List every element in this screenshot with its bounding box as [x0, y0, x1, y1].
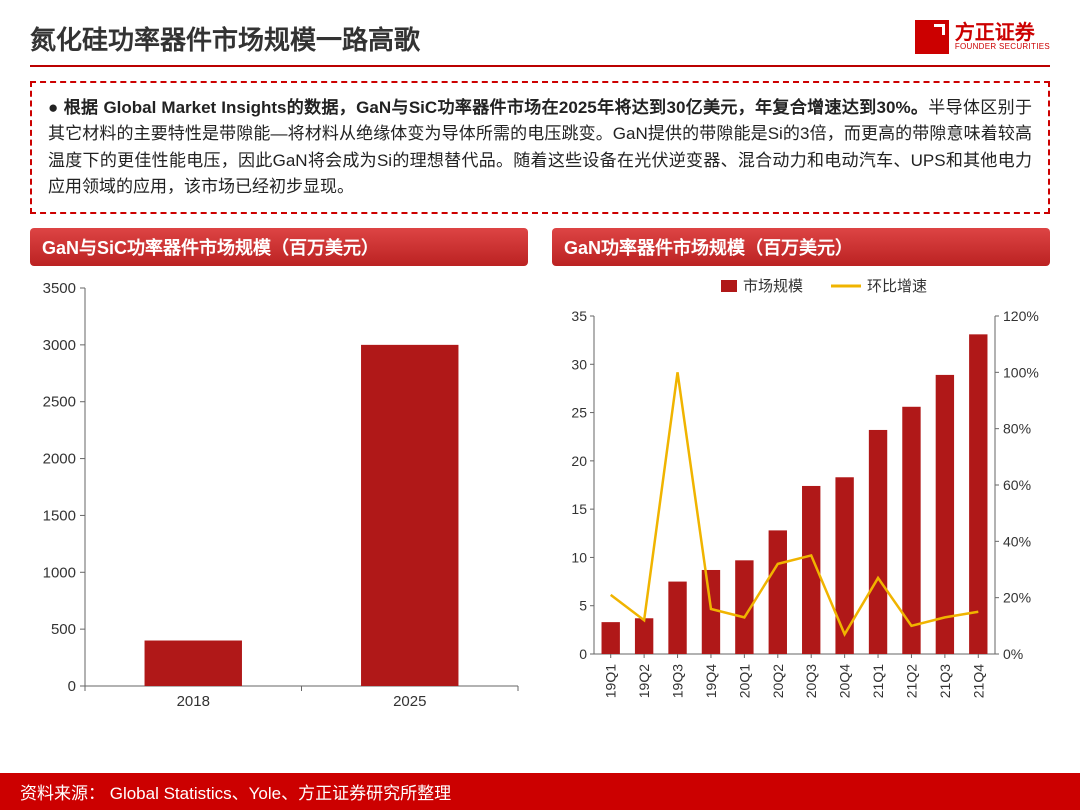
svg-text:1000: 1000: [43, 565, 76, 582]
summary-callout: 根据 Global Market Insights的数据，GaN与SiC功率器件…: [30, 81, 1050, 214]
svg-text:市场规模: 市场规模: [743, 278, 803, 295]
svg-text:19Q3: 19Q3: [670, 664, 686, 698]
svg-text:0%: 0%: [1003, 646, 1023, 662]
svg-text:2500: 2500: [43, 394, 76, 411]
svg-text:20Q4: 20Q4: [837, 664, 853, 698]
svg-text:19Q4: 19Q4: [703, 664, 719, 698]
svg-text:120%: 120%: [1003, 308, 1039, 324]
svg-text:2018: 2018: [177, 693, 210, 710]
svg-text:2025: 2025: [393, 693, 426, 710]
svg-text:21Q3: 21Q3: [937, 664, 953, 698]
svg-text:35: 35: [571, 308, 587, 324]
chart-left: 0 500 1000 1500 2000 2500 3000 3500 2018 2025: [30, 276, 528, 716]
svg-text:20Q1: 20Q1: [736, 664, 752, 698]
svg-text:2000: 2000: [43, 451, 76, 468]
svg-text:3000: 3000: [43, 337, 76, 354]
svg-text:20Q3: 20Q3: [803, 664, 819, 698]
svg-text:40%: 40%: [1003, 534, 1031, 550]
source-footer: 资料来源： Global Statistics、Yole、方正证券研究所整理: [0, 773, 1080, 810]
svg-text:100%: 100%: [1003, 365, 1039, 381]
svg-text:21Q2: 21Q2: [903, 664, 919, 698]
logo-mark-icon: [915, 20, 949, 54]
company-logo: 方正证券 FOUNDER SECURITIES: [915, 20, 1050, 54]
chart-right-title: GaN功率器件市场规模（百万美元）: [552, 228, 1050, 266]
slide-title: 氮化硅功率器件市场规模一路高歌: [30, 20, 420, 57]
svg-text:21Q4: 21Q4: [970, 664, 986, 698]
svg-text:60%: 60%: [1003, 477, 1031, 493]
logo-text-cn: 方正证券: [955, 23, 1050, 43]
svg-text:5: 5: [579, 598, 587, 614]
svg-text:20Q2: 20Q2: [770, 664, 786, 698]
svg-text:1500: 1500: [43, 508, 76, 525]
svg-text:21Q1: 21Q1: [870, 664, 886, 698]
svg-text:环比增速: 环比增速: [867, 278, 927, 295]
svg-text:0: 0: [579, 646, 587, 662]
chart-left-title: GaN与SiC功率器件市场规模（百万美元）: [30, 228, 528, 266]
slide-header: 氮化硅功率器件市场规模一路高歌 方正证券 FOUNDER SECURITIES: [30, 20, 1050, 67]
svg-text:0: 0: [68, 678, 76, 695]
svg-text:3500: 3500: [43, 280, 76, 297]
svg-text:15: 15: [571, 502, 587, 518]
svg-text:25: 25: [571, 405, 587, 421]
logo-text-en: FOUNDER SECURITIES: [955, 43, 1050, 51]
svg-text:19Q1: 19Q1: [603, 664, 619, 698]
svg-text:30: 30: [571, 357, 587, 373]
svg-text:10: 10: [571, 550, 587, 566]
svg-text:20: 20: [571, 453, 587, 469]
svg-text:20%: 20%: [1003, 590, 1031, 606]
svg-text:80%: 80%: [1003, 421, 1031, 437]
svg-text:19Q2: 19Q2: [636, 664, 652, 698]
chart-right: 市场规模 环比增速 0 5 10 15 20 25 30 35 0% 20% 40% 60% 80% 100%…: [552, 276, 1050, 716]
callout-text: 根据 Global Market Insights的数据，GaN与SiC功率器件…: [48, 95, 1032, 200]
svg-text:500: 500: [51, 622, 76, 639]
